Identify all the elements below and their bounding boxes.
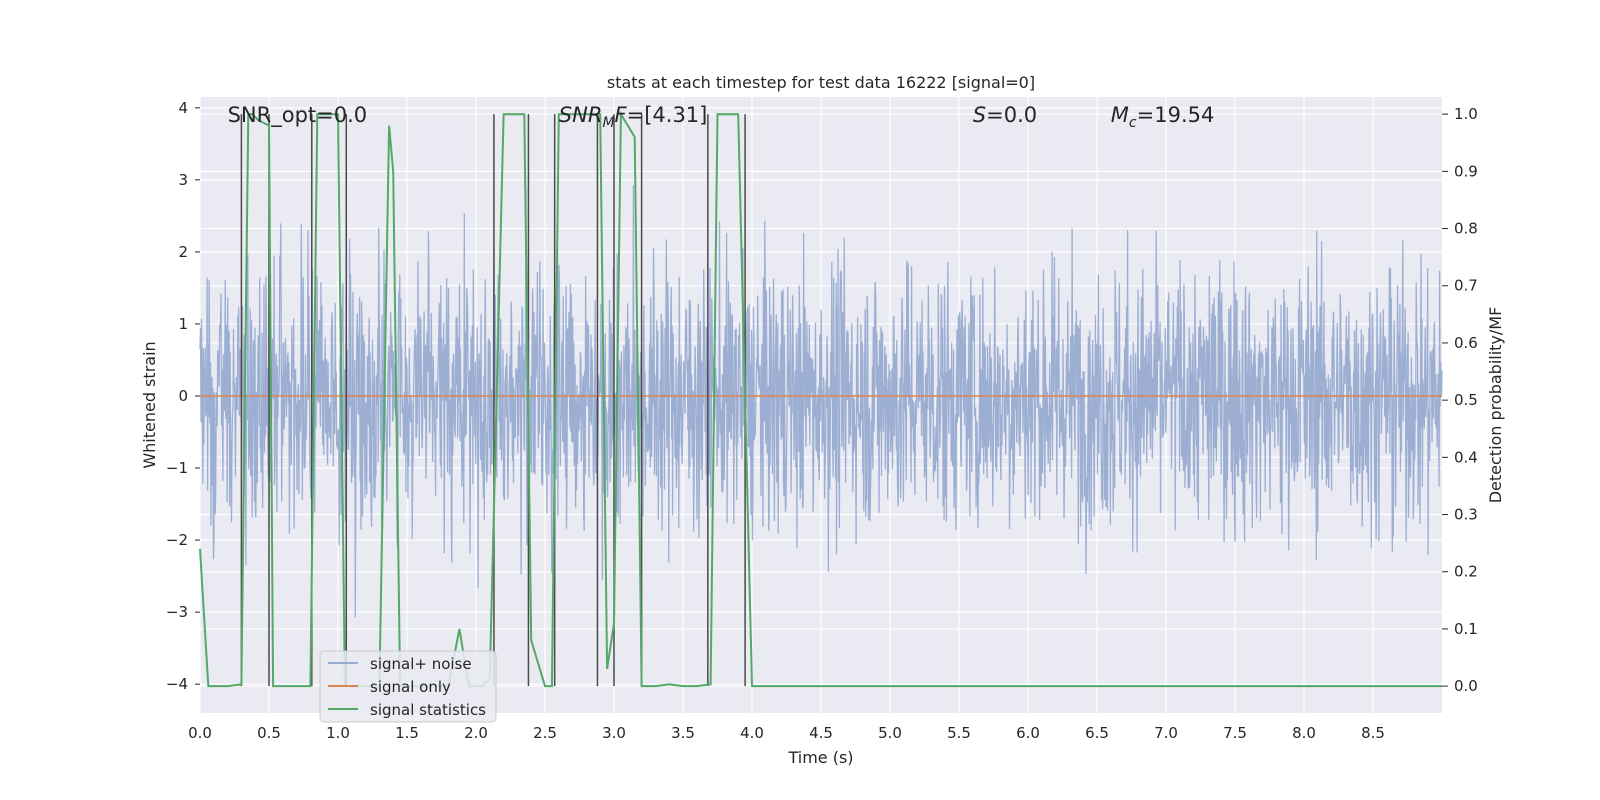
x-tick-label: 2.5: [533, 724, 557, 742]
y-left-tick-label: 2: [178, 243, 188, 261]
annotation-2: S=0.0: [973, 103, 1037, 127]
x-tick-label: 6.5: [1085, 724, 1109, 742]
y-right-tick-label: 0.0: [1454, 677, 1478, 695]
y-right-tick-label: 0.8: [1454, 220, 1478, 238]
annotations: SNR_opt=0.0 SNRMF=[4.31] S=0.0 Mc=19.54: [228, 103, 1215, 131]
x-tick-label: 1.5: [395, 724, 419, 742]
legend-entry-noise: signal+ noise: [370, 655, 472, 673]
annotation-1: SNRMF=[4.31]: [559, 103, 708, 131]
y-right-tick-label: 0.6: [1454, 334, 1478, 352]
x-tick-label: 3.5: [671, 724, 695, 742]
y-left-tick-label: 4: [178, 99, 188, 117]
y-right-tick-label: 0.1: [1454, 620, 1478, 638]
y-left-tick-label: 1: [178, 315, 188, 333]
x-tick-label: 5.5: [947, 724, 971, 742]
y-right-tick-label: 0.2: [1454, 563, 1478, 581]
x-tick-label: 7.0: [1154, 724, 1178, 742]
legend-entry-statistics: signal statistics: [370, 701, 486, 719]
y-left-axis-ticks: 4 3 2 1 0 −1 −2 −3 −4: [166, 99, 200, 693]
chart-title: stats at each timestep for test data 162…: [607, 73, 1035, 92]
x-tick-label: 0.5: [257, 724, 281, 742]
y-right-tick-label: 0.9: [1454, 162, 1478, 180]
x-tick-label: 1.0: [326, 724, 350, 742]
y-left-tick-label: −2: [166, 531, 188, 549]
y-left-tick-label: −3: [166, 603, 188, 621]
annotation-3: Mc=19.54: [1111, 103, 1215, 131]
x-tick-label: 8.0: [1292, 724, 1316, 742]
noise-series: [199, 185, 1443, 618]
y-right-axis-label: Detection probability/MF: [1486, 307, 1505, 504]
y-left-axis-label: Whitened strain: [140, 341, 159, 468]
legend: signal+ noise signal only signal statist…: [319, 650, 497, 723]
y-right-tick-label: 0.4: [1454, 448, 1478, 466]
x-tick-label: 6.0: [1016, 724, 1040, 742]
x-tick-label: 0.0: [188, 724, 212, 742]
y-right-axis-ticks: 1.0 0.9 0.8 0.7 0.6 0.5 0.4 0.3 0.2 0.1 0.0: [1442, 105, 1478, 695]
x-tick-label: 8.5: [1361, 724, 1385, 742]
x-tick-label: 7.5: [1223, 724, 1247, 742]
legend-entry-signal-only: signal only: [370, 678, 451, 696]
y-right-tick-label: 0.5: [1454, 391, 1478, 409]
legend-box: [319, 650, 497, 723]
y-right-tick-label: 0.3: [1454, 506, 1478, 524]
x-tick-label: 4.5: [809, 724, 833, 742]
x-axis-label: Time (s): [787, 748, 853, 767]
y-left-tick-label: −1: [166, 459, 188, 477]
annotation-0: SNR_opt=0.0: [228, 103, 368, 128]
y-right-tick-label: 1.0: [1454, 105, 1478, 123]
y-left-tick-label: −4: [166, 675, 188, 693]
y-left-tick-label: 0: [178, 387, 188, 405]
y-left-tick-label: 3: [178, 171, 188, 189]
x-tick-label: 2.0: [464, 724, 488, 742]
x-tick-label: 3.0: [602, 724, 626, 742]
x-axis-ticks: 0.0 0.5 1.0 1.5 2.0 2.5 3.0 3.5 4.0 4.5 5.0 5.5 6.0 6…: [188, 724, 1385, 742]
y-right-tick-label: 0.7: [1454, 277, 1478, 295]
x-tick-label: 5.0: [878, 724, 902, 742]
x-tick-label: 4.0: [740, 724, 764, 742]
noise-line: [199, 185, 1443, 618]
